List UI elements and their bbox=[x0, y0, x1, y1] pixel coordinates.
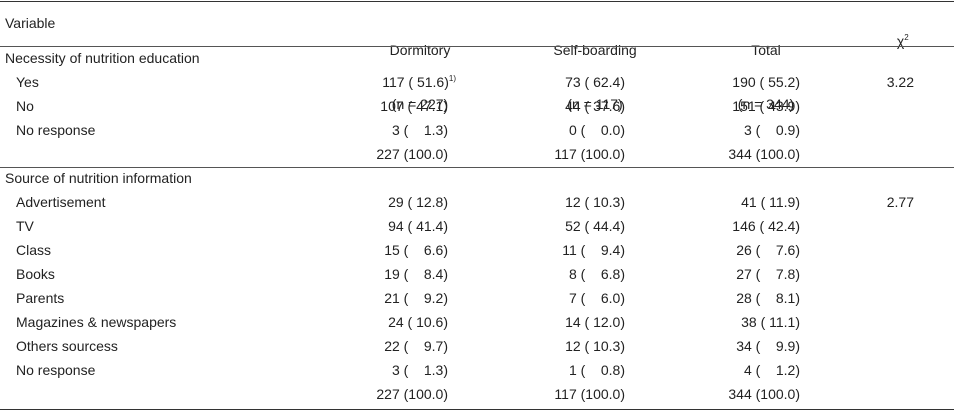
row-label: Class bbox=[16, 242, 52, 258]
self-boarding-cell: 12 ( 10.3) bbox=[565, 338, 625, 354]
dormitory-value: 117 ( 51.6) bbox=[382, 74, 449, 90]
self-boarding-cell: 7 ( 6.0) bbox=[568, 290, 625, 306]
self-boarding-cell: 44 ( 37.6) bbox=[565, 98, 625, 114]
chi-square-cell: 3.22 bbox=[886, 74, 914, 90]
dormitory-value: 29 ( 12.8) bbox=[388, 194, 448, 210]
top-rule bbox=[0, 1, 954, 2]
total-cell: 34 ( 9.9) bbox=[736, 338, 800, 354]
self-boarding-cell: 8 ( 6.8) bbox=[568, 266, 625, 282]
total-total-cell: 344 (100.0) bbox=[728, 146, 800, 162]
self-boarding-total-cell: 117 (100.0) bbox=[554, 386, 625, 402]
header-dormitory-label: Dormitory bbox=[389, 42, 451, 58]
dormitory-cell: 3 ( 1.3) bbox=[392, 358, 448, 382]
row-label: Parents bbox=[16, 290, 65, 306]
self-boarding-cell: 12 ( 10.3) bbox=[565, 194, 625, 210]
dormitory-cell: 15 ( 6.6) bbox=[384, 238, 448, 262]
row-label: Magazines & newspapers bbox=[16, 314, 177, 330]
chi-superscript: 2 bbox=[904, 33, 909, 42]
header-dormitory-n: (n = 227) bbox=[391, 96, 449, 112]
dormitory-value: 21 ( 9.2) bbox=[384, 290, 448, 306]
self-boarding-total-cell: 117 (100.0) bbox=[554, 146, 625, 162]
dormitory-value: 3 ( 1.3) bbox=[391, 122, 448, 138]
total-cell: 41 ( 11.9) bbox=[741, 194, 800, 210]
section-rule bbox=[0, 167, 954, 168]
dormitory-cell: 3 ( 1.3) bbox=[392, 118, 448, 142]
chi-symbol: χ bbox=[896, 33, 905, 49]
row-label: TV bbox=[16, 218, 34, 234]
dormitory-cell: 19 ( 8.4) bbox=[384, 262, 448, 286]
dormitory-cell: 22 ( 9.7) bbox=[384, 334, 448, 358]
dormitory-value: 3 ( 1.3) bbox=[391, 362, 448, 378]
dormitory-cell: 29 ( 12.8) bbox=[388, 190, 448, 214]
total-cell: 27 ( 7.8) bbox=[736, 266, 800, 282]
header-rule bbox=[0, 46, 954, 47]
header-total-label: Total bbox=[751, 42, 781, 58]
self-boarding-cell: 11 ( 9.4) bbox=[562, 242, 625, 258]
dormitory-value: 94 ( 41.4) bbox=[388, 218, 448, 234]
dormitory-cell: 94 ( 41.4) bbox=[388, 214, 448, 238]
row-label: Yes bbox=[16, 74, 39, 90]
row-label: No response bbox=[16, 122, 96, 138]
chi-square-cell: 2.77 bbox=[886, 194, 914, 210]
total-cell: 3 ( 0.9) bbox=[743, 122, 800, 138]
total-cell: 28 ( 8.1) bbox=[736, 290, 800, 306]
section-title: Necessity of nutrition education bbox=[5, 50, 200, 66]
self-boarding-cell: 73 ( 62.4) bbox=[565, 74, 625, 90]
header-chi-square: χ2 bbox=[870, 14, 920, 68]
self-boarding-cell: 1 ( 0.8) bbox=[568, 362, 625, 378]
bottom-rule bbox=[0, 409, 954, 410]
total-cell: 4 ( 1.2) bbox=[743, 362, 800, 378]
dormitory-value: 107 ( 47.1) bbox=[380, 98, 448, 114]
total-cell: 151 ( 43.9) bbox=[732, 98, 800, 114]
dormitory-cell: 107 ( 47.1) bbox=[380, 94, 448, 118]
dormitory-value: 15 ( 6.6) bbox=[384, 242, 448, 258]
total-cell: 190 ( 55.2) bbox=[732, 74, 800, 90]
total-cell: 38 ( 11.1) bbox=[741, 314, 800, 330]
dormitory-total-cell: 227 (100.0) bbox=[376, 146, 448, 162]
header-variable: Variable bbox=[5, 15, 56, 31]
section-title: Source of nutrition information bbox=[5, 170, 192, 186]
dormitory-value: 19 ( 8.4) bbox=[384, 266, 448, 282]
self-boarding-cell: 14 ( 12.0) bbox=[565, 314, 625, 330]
total-cell: 146 ( 42.4) bbox=[732, 218, 800, 234]
total-total-cell: 344 (100.0) bbox=[728, 386, 800, 402]
dormitory-cell: 21 ( 9.2) bbox=[384, 286, 448, 310]
row-label: Others sourcess bbox=[16, 338, 118, 354]
self-boarding-cell: 52 ( 44.4) bbox=[565, 218, 625, 234]
row-label: No bbox=[16, 98, 34, 114]
dormitory-value: 24 ( 10.6) bbox=[388, 314, 448, 330]
header-self-boarding-label: Self-boarding bbox=[553, 42, 637, 58]
footnote-marker: 1) bbox=[448, 74, 456, 83]
header-self-boarding-n: (n = 117) bbox=[567, 96, 623, 112]
dormitory-cell: 117 ( 51.6)1) bbox=[382, 70, 456, 94]
header-total-n: (n = 344) bbox=[737, 96, 795, 112]
dormitory-total-cell: 227 (100.0) bbox=[376, 386, 448, 402]
total-cell: 26 ( 7.6) bbox=[736, 242, 800, 258]
row-label: Advertisement bbox=[16, 194, 106, 210]
dormitory-cell: 24 ( 10.6) bbox=[388, 310, 448, 334]
self-boarding-cell: 0 ( 0.0) bbox=[568, 122, 625, 138]
row-label: No response bbox=[16, 362, 96, 378]
dormitory-value: 22 ( 9.7) bbox=[384, 338, 448, 354]
row-label: Books bbox=[16, 266, 55, 282]
